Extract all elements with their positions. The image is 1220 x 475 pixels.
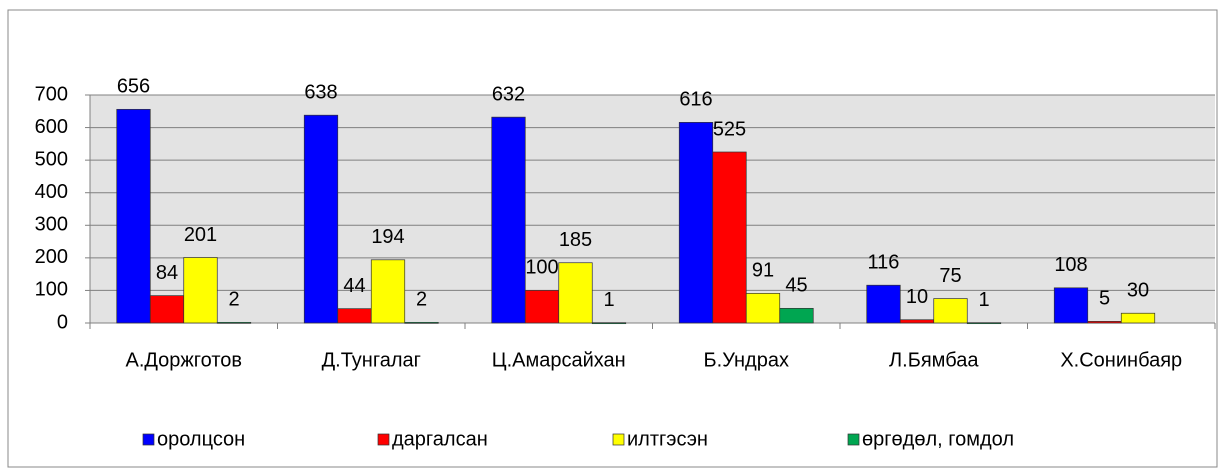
bar bbox=[866, 284, 901, 324]
plot-area bbox=[90, 95, 1215, 323]
legend-swatch bbox=[847, 433, 860, 446]
bar bbox=[116, 108, 151, 324]
data-label: 84 bbox=[156, 262, 178, 284]
bar bbox=[149, 295, 185, 324]
data-label: 201 bbox=[184, 224, 217, 246]
bar bbox=[216, 321, 252, 324]
x-tick-label: Ц.Амарсайхан bbox=[492, 349, 626, 371]
bar bbox=[491, 116, 526, 324]
bar bbox=[966, 322, 1002, 325]
legend-label: оролцсон bbox=[157, 428, 245, 450]
data-label: 616 bbox=[679, 89, 712, 111]
data-label: 2 bbox=[228, 289, 239, 311]
x-tick-label: А.Доржготов bbox=[125, 349, 242, 371]
y-tick-label: 700 bbox=[35, 83, 68, 105]
x-tick-label: Л.Бямбаа bbox=[889, 349, 979, 371]
y-tick-label: 200 bbox=[35, 246, 68, 268]
bar bbox=[558, 262, 593, 324]
data-label: 45 bbox=[785, 275, 807, 297]
data-label: 1 bbox=[978, 289, 989, 311]
legend-swatch bbox=[377, 433, 390, 446]
y-tick-label: 600 bbox=[35, 116, 68, 138]
x-tick-label: Д.Тунгалаг bbox=[322, 349, 421, 371]
bar bbox=[524, 290, 560, 324]
data-label: 30 bbox=[1127, 280, 1149, 302]
x-tick-label: Б.Ундрах bbox=[704, 349, 789, 371]
legend-swatch bbox=[142, 433, 155, 446]
data-label: 1 bbox=[603, 289, 614, 311]
data-label: 75 bbox=[939, 265, 961, 287]
data-label: 91 bbox=[752, 260, 774, 282]
y-tick-label: 500 bbox=[35, 148, 68, 170]
bar bbox=[303, 114, 339, 324]
data-label: 638 bbox=[304, 81, 337, 103]
bar bbox=[1087, 321, 1122, 324]
y-tick-label: 100 bbox=[35, 279, 68, 301]
bar bbox=[899, 319, 935, 324]
data-label: 656 bbox=[117, 76, 150, 98]
x-tick-label: Х.Сонинбаяр bbox=[1060, 349, 1182, 371]
bar bbox=[370, 259, 406, 324]
bar bbox=[404, 321, 439, 324]
data-label: 632 bbox=[492, 83, 525, 105]
data-label: 194 bbox=[371, 226, 404, 248]
y-tick-label: 400 bbox=[35, 181, 68, 203]
bar bbox=[745, 293, 781, 324]
y-tick-label: 0 bbox=[57, 311, 68, 333]
bar bbox=[712, 151, 747, 324]
data-label: 108 bbox=[1054, 254, 1087, 276]
legend-label: даргалсан bbox=[392, 428, 488, 450]
bar bbox=[933, 298, 968, 324]
legend-swatch bbox=[612, 433, 625, 446]
legend-label: илтгэсэн bbox=[627, 428, 708, 450]
data-label: 116 bbox=[868, 251, 900, 273]
data-label: 10 bbox=[906, 286, 928, 308]
y-tick-label: 300 bbox=[35, 214, 68, 236]
bar bbox=[1053, 287, 1089, 324]
data-label: 185 bbox=[559, 229, 592, 251]
legend-label: өргөдөл, гомдол bbox=[862, 428, 1014, 450]
data-label: 44 bbox=[343, 275, 365, 297]
bar bbox=[779, 307, 814, 324]
bar bbox=[591, 322, 627, 325]
data-label: 5 bbox=[1099, 288, 1110, 310]
data-label: 2 bbox=[416, 289, 427, 311]
bar bbox=[183, 257, 218, 324]
bar bbox=[1120, 312, 1156, 324]
bar bbox=[337, 308, 372, 324]
data-label: 525 bbox=[713, 118, 746, 140]
bar bbox=[678, 122, 714, 324]
data-label: 100 bbox=[525, 257, 558, 279]
